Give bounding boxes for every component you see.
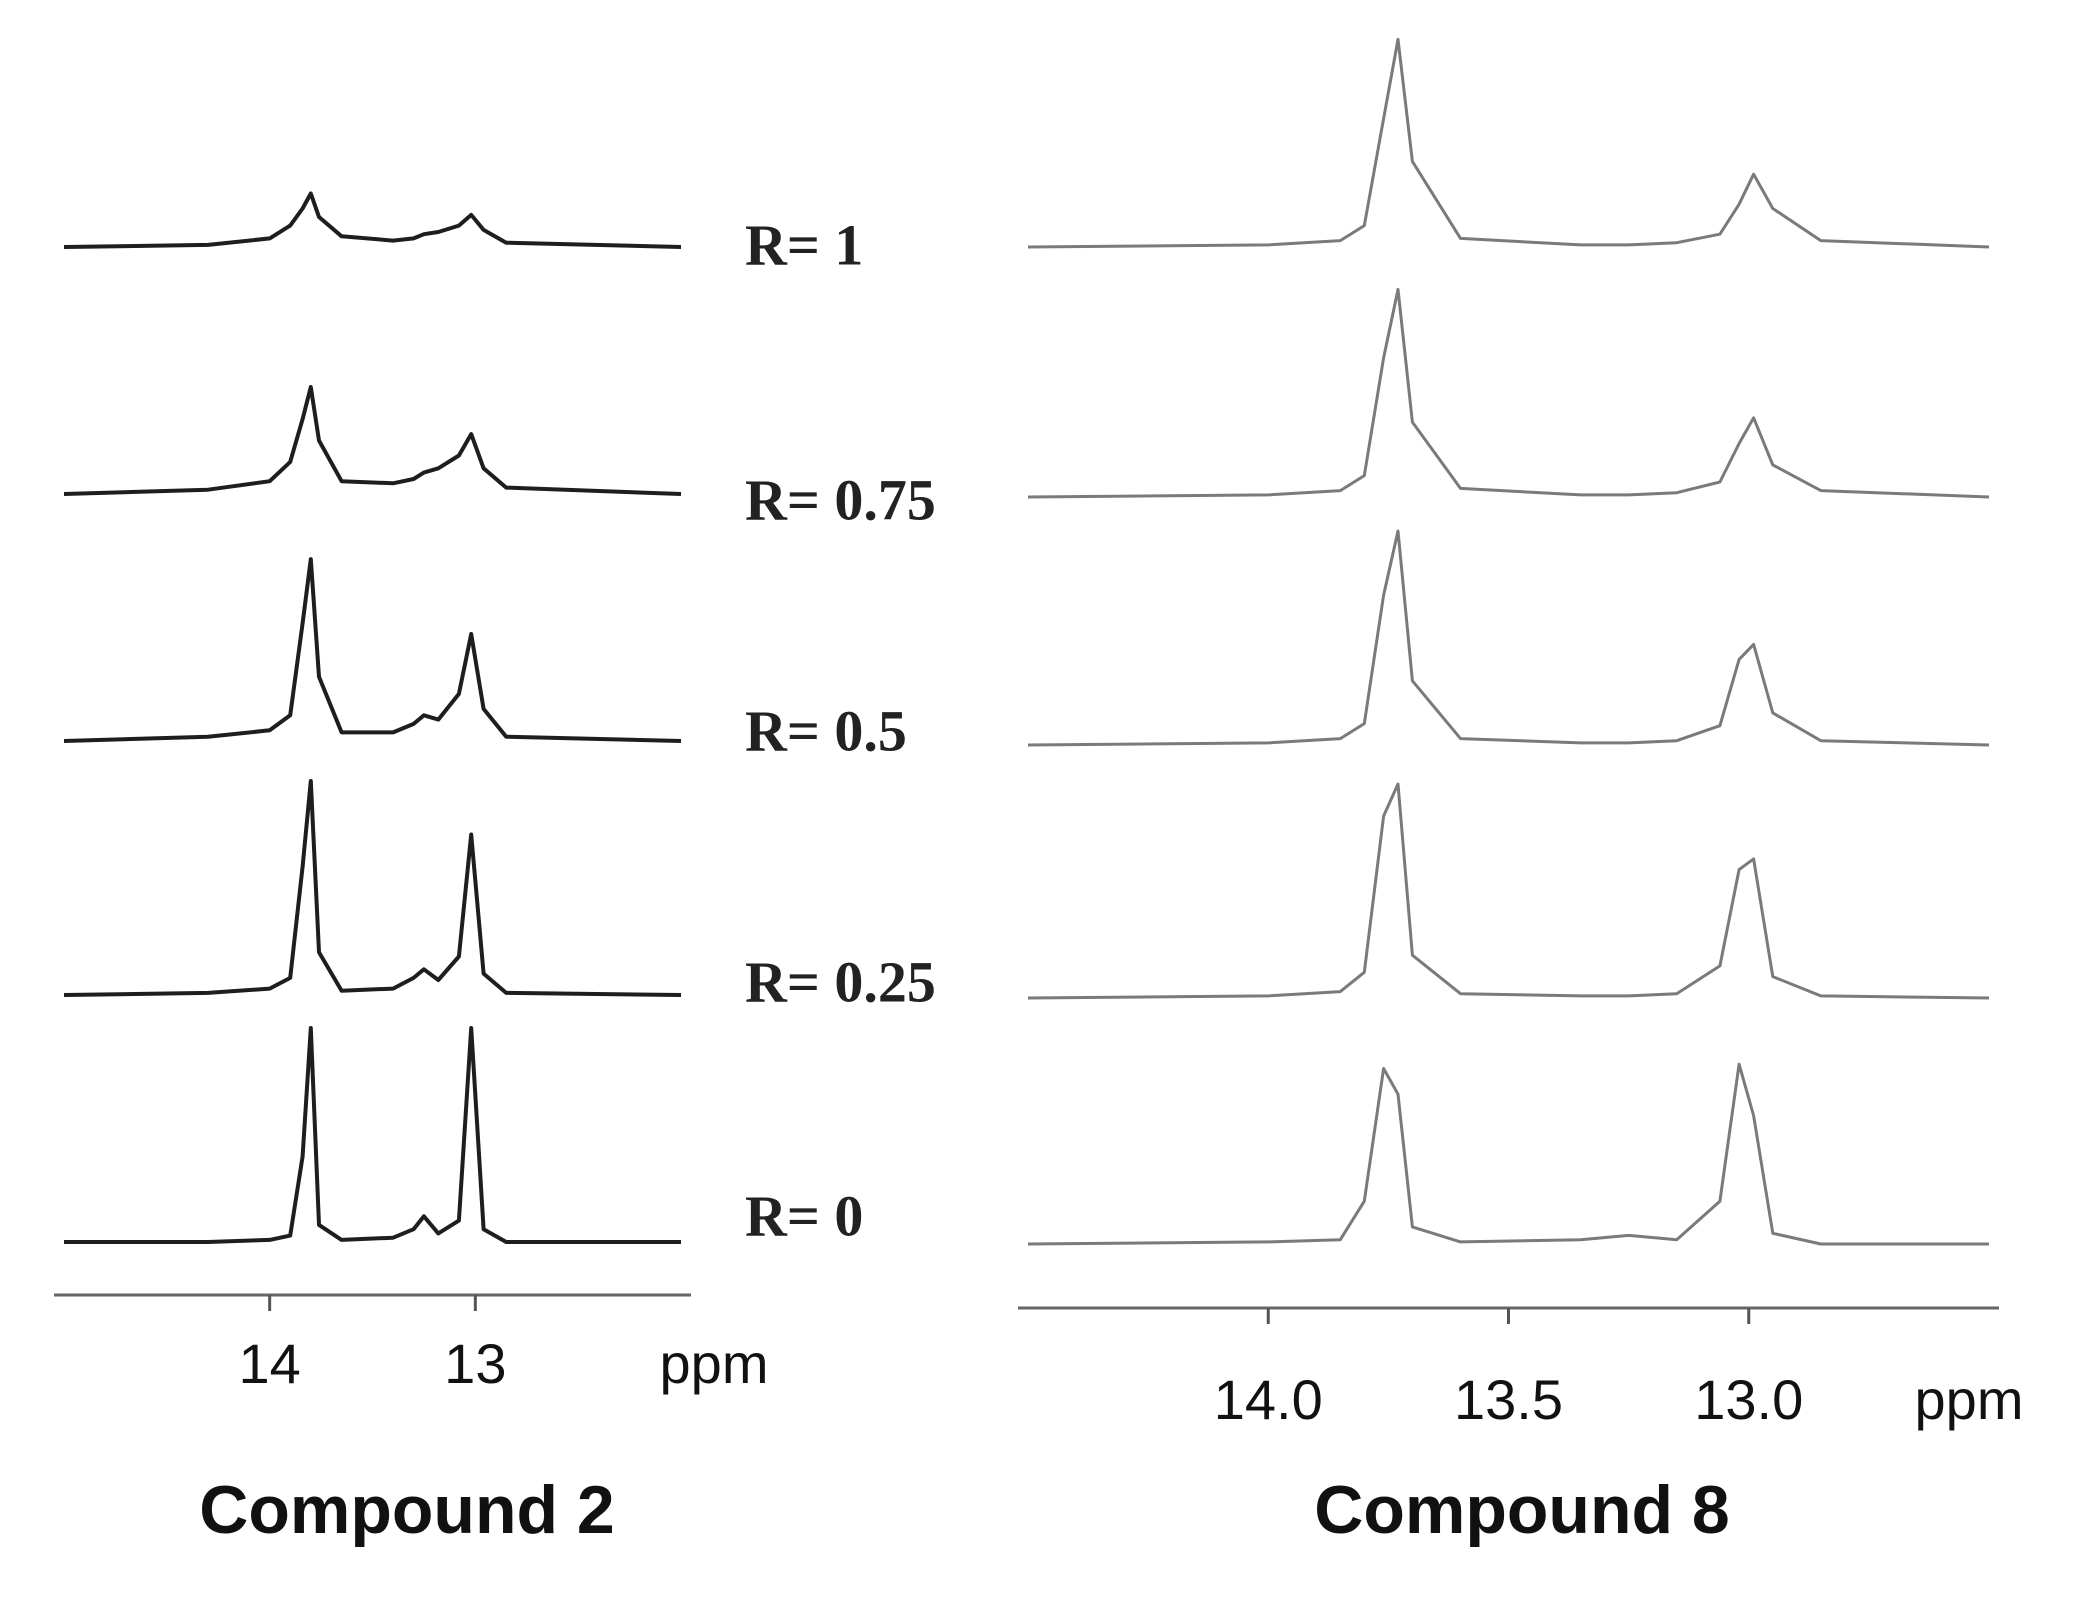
series-label: R= 0.5	[745, 698, 907, 763]
x-axis-label: ppm	[1915, 1368, 2024, 1431]
series-label: R= 0	[745, 1183, 863, 1248]
x-tick-label: 13.5	[1454, 1368, 1563, 1431]
x-tick-label: 13	[444, 1332, 506, 1395]
series-label: R= 0.75	[745, 467, 936, 532]
spectrum	[63, 191, 682, 249]
spectrum	[63, 385, 682, 496]
series-label: R= 1	[745, 212, 863, 277]
x-tick-label: 14	[239, 1332, 301, 1395]
chart-title: Compound 8	[1314, 1472, 1730, 1548]
spectrum	[1027, 287, 1990, 499]
x-tick-label: 13.0	[1694, 1368, 1803, 1431]
spectrum	[1027, 782, 1990, 1000]
spectrum	[63, 779, 682, 997]
spectrum	[63, 557, 682, 743]
spectrum	[1027, 529, 1990, 747]
spectrum	[64, 1026, 681, 1244]
spectrum	[1027, 1062, 1989, 1246]
x-tick-label: 14.0	[1214, 1368, 1323, 1431]
spectrum	[1027, 37, 1990, 249]
series-label: R= 0.25	[745, 949, 936, 1014]
x-axis-label: ppm	[660, 1332, 769, 1395]
chart-title: Compound 2	[199, 1472, 615, 1548]
